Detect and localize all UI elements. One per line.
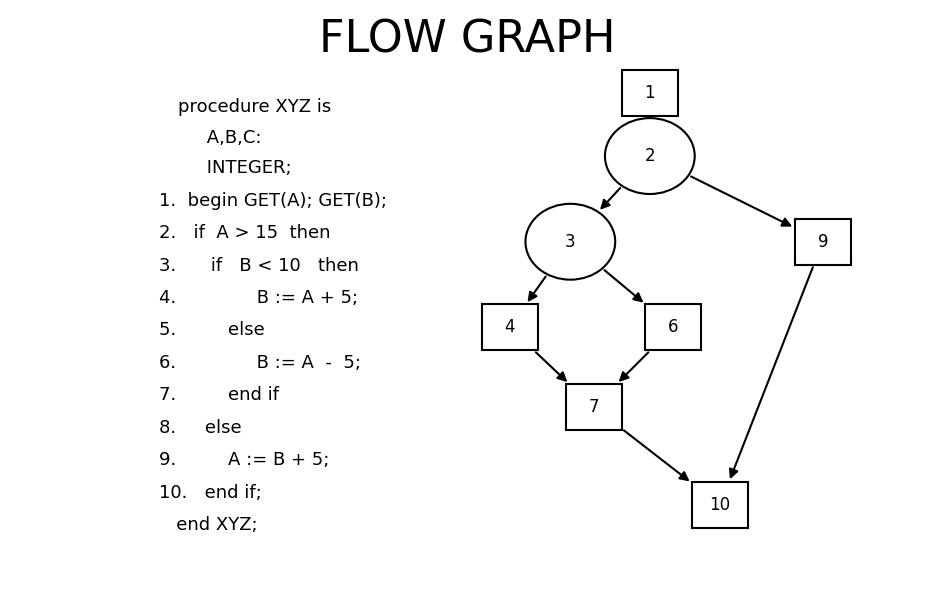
FancyBboxPatch shape [622,70,678,116]
Text: 2.   if  A > 15  then: 2. if A > 15 then [159,224,330,242]
Text: end XYZ;: end XYZ; [159,516,257,534]
Text: 10.   end if;: 10. end if; [159,483,262,502]
Text: 5.         else: 5. else [159,321,265,340]
Text: FLOW GRAPH: FLOW GRAPH [319,18,616,61]
Text: 3.      if   B < 10   then: 3. if B < 10 then [159,256,359,275]
Text: 3: 3 [565,233,576,251]
Text: 6: 6 [668,318,679,337]
FancyBboxPatch shape [482,304,538,350]
Ellipse shape [605,118,695,194]
Text: 9.         A := B + 5;: 9. A := B + 5; [159,451,329,469]
Text: 10: 10 [710,496,730,514]
FancyBboxPatch shape [692,482,748,528]
Text: 9: 9 [817,233,828,251]
Text: 1: 1 [644,84,655,102]
Text: 7: 7 [588,398,599,416]
Text: 1.  begin GET(A); GET(B);: 1. begin GET(A); GET(B); [159,192,387,210]
Text: 6.              B := A  -  5;: 6. B := A - 5; [159,354,361,372]
Text: INTEGER;: INTEGER; [178,159,292,177]
Text: 4.              B := A + 5;: 4. B := A + 5; [159,289,358,307]
FancyBboxPatch shape [795,219,851,264]
Text: A,B,C:: A,B,C: [178,129,261,147]
FancyBboxPatch shape [645,304,701,350]
Text: 7.         end if: 7. end if [159,386,279,405]
Ellipse shape [525,204,615,280]
FancyBboxPatch shape [566,384,622,430]
Text: 2: 2 [644,147,655,165]
Text: 8.     else: 8. else [159,419,241,437]
Text: 4: 4 [504,318,515,337]
Text: procedure XYZ is: procedure XYZ is [178,98,331,116]
